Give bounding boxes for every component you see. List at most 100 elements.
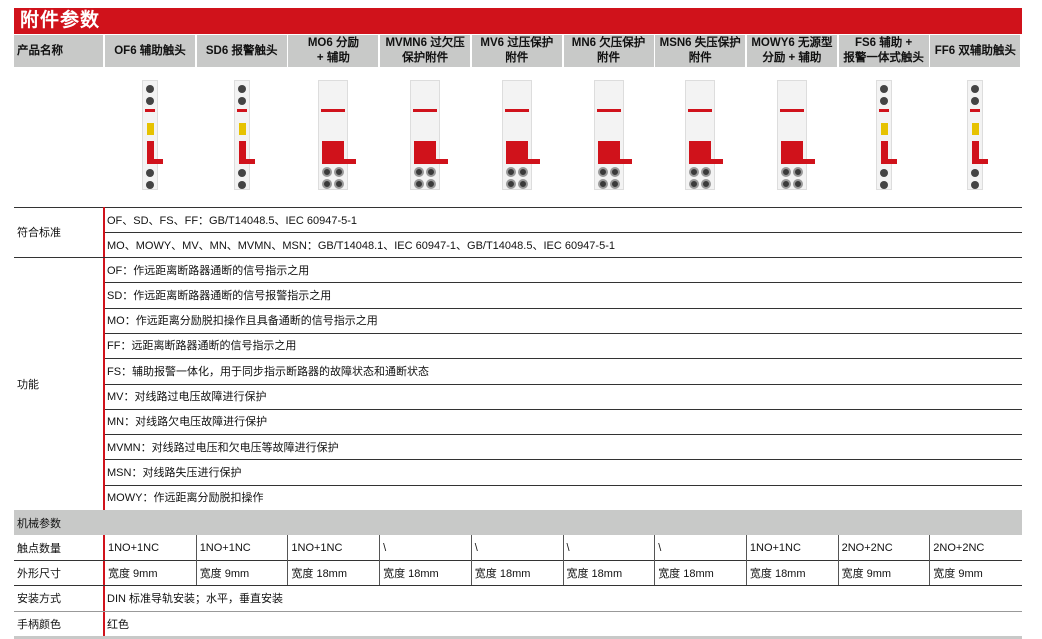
header-product-name: 产品名称 — [14, 35, 103, 67]
red-divider — [103, 207, 105, 636]
mounting-label: 安装方式 — [17, 593, 61, 605]
page-title: 附件参数 — [14, 8, 1022, 34]
function-line: MSN：对线路失压进行保护 — [107, 466, 242, 479]
handle — [780, 141, 803, 163]
product-image — [197, 80, 287, 192]
product-image — [105, 80, 195, 192]
product-image — [747, 80, 837, 192]
handle — [147, 141, 154, 163]
brand-logo — [779, 109, 804, 112]
product-image — [930, 80, 1020, 192]
contacts-value: 2NO+2NC — [841, 541, 893, 554]
terminal — [971, 97, 980, 105]
product-image — [839, 80, 929, 192]
header-product-4: MV6 过压保护 附件 — [471, 35, 562, 67]
product-image — [472, 80, 562, 192]
function-line: MO：作远距离分励脱扣操作且具备通断的信号指示之用 — [107, 315, 378, 328]
terminal — [146, 85, 154, 93]
terminal — [971, 85, 980, 93]
handle — [972, 141, 980, 163]
handle — [689, 141, 712, 163]
size-value: 宽度 18mm — [566, 567, 623, 580]
function-line: MVMN：对线路过电压和欠电压等故障进行保护 — [107, 441, 339, 454]
standards-label: 符合标准 — [17, 227, 61, 239]
function-line: MOWY：作远距离分励脱扣操作 — [107, 492, 264, 505]
header-product-3: MVMN6 过欠压 保护附件 — [380, 35, 471, 67]
handle-arm — [597, 159, 632, 164]
handle — [238, 141, 246, 163]
header-product-0: OF6 辅助触头 — [105, 35, 195, 67]
contacts-value: \ — [383, 541, 387, 554]
header-product-2: MO6 分励 + 辅助 — [288, 35, 379, 67]
size-value: 宽度 9mm — [108, 567, 158, 580]
terminal-screws — [321, 179, 345, 191]
contacts-value: 1NO+1NC — [108, 541, 160, 554]
standard-line: OF、SD、FS、FF：GB/T14048.5、IEC 60947-5-1 — [107, 214, 358, 227]
terminal — [879, 181, 888, 189]
terminal-screws — [688, 167, 712, 179]
indicator-window — [972, 123, 980, 135]
terminal — [971, 169, 980, 177]
header-product-9: FF6 双辅助触头 — [930, 35, 1021, 67]
size-label: 外形尺寸 — [17, 567, 61, 580]
handle-arm — [780, 159, 815, 164]
header-product-7: MOWY6 无源型 分励 + 辅助 — [746, 35, 837, 67]
handle-color-label: 手柄颜色 — [17, 618, 61, 631]
size-value: 宽度 18mm — [749, 567, 806, 580]
function-line: MV：对线路过电压故障进行保护 — [107, 391, 267, 403]
contacts-value: 1NO+1NC — [749, 541, 801, 554]
function-line: FF：远距离断路器通断的信号指示之用 — [107, 340, 297, 353]
header-product-5: MN6 欠压保护 附件 — [563, 35, 654, 67]
standard-line: MO、MOWY、MV、MN、MVMN、MSN：GB/T14048.1、IEC 6… — [107, 239, 615, 252]
terminal-screws — [505, 179, 529, 191]
handle-arm — [880, 159, 897, 164]
size-value: 宽度 9mm — [199, 567, 250, 580]
brand-logo — [504, 109, 529, 112]
brand-logo — [970, 109, 981, 112]
terminal-screws — [597, 167, 621, 179]
function-line: SD：作远距离断路器通断的信号报警指示之用 — [107, 289, 332, 302]
contacts-value: \ — [658, 541, 662, 554]
function-line: FS：辅助报警一体化，用于同步指示断路器的故障状态和通断状态 — [107, 365, 430, 378]
product-image — [288, 80, 378, 192]
terminal-screws — [413, 167, 437, 179]
terminal — [971, 181, 980, 189]
terminal-screws — [780, 179, 804, 191]
contacts-value: \ — [566, 541, 570, 554]
brand-logo — [688, 109, 713, 112]
handle-arm — [505, 159, 540, 164]
mechanical-section-header: 机械参数 — [14, 510, 1022, 535]
terminal-screws — [413, 179, 437, 191]
terminal — [879, 97, 888, 105]
function-line: OF：作远距离断路器通断的信号指示之用 — [107, 264, 310, 277]
terminal — [879, 169, 888, 177]
handle-arm — [147, 159, 163, 164]
contacts-value: 1NO+1NC — [199, 541, 251, 554]
brand-logo — [145, 109, 155, 112]
size-value: 宽度 18mm — [291, 567, 348, 580]
handle-arm — [322, 159, 357, 164]
brand-logo — [413, 109, 438, 112]
product-image — [380, 80, 470, 192]
indicator-window — [238, 123, 246, 135]
indicator-window — [147, 123, 154, 135]
contacts-label: 触点数量 — [17, 542, 61, 555]
brand-logo — [878, 109, 889, 112]
handle-arm — [689, 159, 724, 164]
handle — [322, 141, 345, 163]
contacts-value: 2NO+2NC — [933, 541, 985, 554]
terminal-screws — [597, 179, 621, 191]
product-image — [564, 80, 654, 192]
terminal — [237, 169, 246, 177]
terminal-screws — [688, 179, 712, 191]
size-value: 宽度 18mm — [658, 567, 714, 580]
terminal-screws — [505, 167, 529, 179]
terminal-screws — [780, 167, 804, 179]
mounting-value: DIN 标准导轨安装；水平，垂直安装 — [107, 593, 283, 605]
contacts-value: 1NO+1NC — [291, 541, 343, 554]
handle — [880, 141, 888, 163]
brand-logo — [596, 109, 621, 112]
handle-arm — [972, 159, 989, 164]
brand-logo — [321, 109, 346, 112]
terminal — [146, 97, 154, 105]
